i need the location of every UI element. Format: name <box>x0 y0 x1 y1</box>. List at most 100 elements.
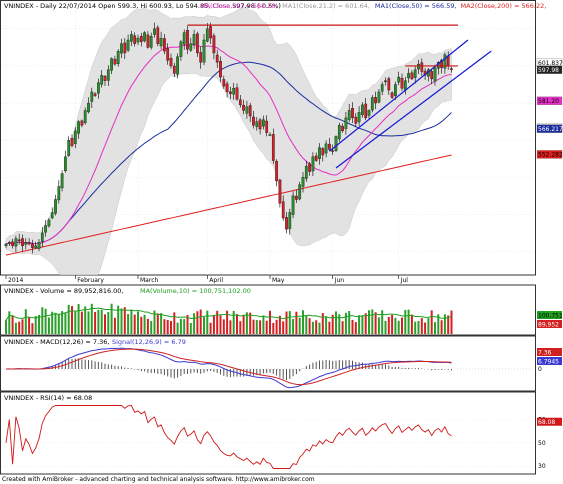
volume-bar <box>77 304 80 334</box>
volume-bar <box>302 310 304 334</box>
candle-body <box>347 110 351 120</box>
volume-bar <box>443 314 446 334</box>
candle-body <box>374 97 377 104</box>
candle-body <box>103 75 107 81</box>
price-tag-label: 581.20 <box>538 98 559 105</box>
volume-bar <box>305 315 308 334</box>
candle-body <box>57 186 61 201</box>
candle-body <box>258 119 262 130</box>
volume-bar <box>407 309 410 334</box>
volume-bar <box>51 311 54 334</box>
candle-body <box>321 148 325 156</box>
candle-body <box>318 147 321 159</box>
candle-body <box>219 60 222 78</box>
volume-tag-label: 100,751 <box>538 312 563 319</box>
candle-body <box>90 91 94 102</box>
macd-zero-label: 0 <box>538 366 542 373</box>
candle-body <box>341 125 344 132</box>
volume-bar <box>265 320 268 334</box>
ticker-header: VNINDEX - Daily 22/07/2014 Open 599.3, H… <box>4 2 281 10</box>
price-tag-box <box>536 65 563 74</box>
candle-body <box>400 77 404 89</box>
candle-body <box>27 242 31 245</box>
macd-panel-frame <box>0 335 536 392</box>
x-tick-label: 2014 <box>8 277 23 284</box>
candle-body <box>11 241 14 247</box>
volume-bar <box>394 317 397 334</box>
candle-body <box>222 79 226 87</box>
volume-bar <box>358 315 361 334</box>
candle-body <box>130 34 133 42</box>
volume-bar <box>110 303 113 334</box>
candle-body <box>133 35 137 44</box>
channel-upper-line <box>329 39 469 152</box>
volume-bar <box>209 322 212 334</box>
volume-bar <box>315 320 318 334</box>
volume-bar <box>391 314 394 334</box>
candle-body <box>410 72 414 80</box>
candle-body <box>87 102 90 113</box>
candle-body <box>248 105 252 117</box>
ma-50-line <box>5 61 452 245</box>
volume-bar <box>341 321 344 334</box>
ma-legend-item: MA2(Close,200) = 566.22, <box>461 2 547 10</box>
volume-bar <box>143 314 146 334</box>
candle-body <box>252 116 255 126</box>
price-tag-box <box>536 150 563 159</box>
volume-bar <box>401 317 403 334</box>
volume-bar <box>94 311 97 334</box>
price-tag-label: 552.282 <box>538 152 563 159</box>
candle-body <box>308 163 311 172</box>
volume-bar <box>186 314 189 334</box>
volume-tag-box <box>537 320 562 328</box>
candle-body <box>215 54 219 63</box>
ma-legend: MA(Close,20) = 581.20, MA1(Close,21.2) = … <box>200 2 546 10</box>
candle-body <box>377 91 381 103</box>
volume-bar <box>193 313 196 334</box>
volume-bar <box>160 313 163 334</box>
candle-body <box>344 117 348 129</box>
volume-bar <box>113 317 116 334</box>
volume-bar <box>285 311 288 334</box>
volume-bar <box>104 314 106 334</box>
volume-bar <box>67 304 70 334</box>
volume-bar <box>344 312 347 334</box>
volume-ma-header: MA(Volume,10) = 100,751,102.00 <box>140 287 251 295</box>
volume-bar <box>262 315 265 334</box>
price-tag-label: 597.98 <box>538 67 559 74</box>
x-axis: 2014 February March April May Jun Jul <box>5 275 409 284</box>
macd-tag-box <box>537 348 562 356</box>
candle-body <box>255 121 259 127</box>
volume-bar <box>351 319 354 334</box>
rsi-tag-box <box>537 417 562 426</box>
volume-bar <box>14 322 17 334</box>
candle-body <box>80 120 84 126</box>
candle-body <box>430 71 434 80</box>
candle-body <box>106 69 110 81</box>
volume-bar <box>259 320 262 334</box>
candle-body <box>232 88 236 95</box>
candle-body <box>70 137 74 146</box>
candle-body <box>238 99 242 106</box>
candle-body <box>268 134 272 136</box>
volume-bar <box>255 320 258 334</box>
candle-body <box>337 125 341 140</box>
x-tick-label: Jun <box>334 277 345 284</box>
volume-bar <box>269 310 271 334</box>
candle-body <box>166 48 170 61</box>
candle-body <box>278 179 282 204</box>
volume-bar <box>318 322 321 334</box>
volume-bar <box>31 323 34 334</box>
volume-bar <box>404 309 407 334</box>
volume-bar <box>331 314 334 334</box>
price-plot <box>4 6 453 275</box>
volume-bar <box>80 311 83 334</box>
volume-bar <box>275 319 278 334</box>
ma-legend-item: MA(Close,20) = 581.20, <box>200 2 278 10</box>
candle-body <box>34 245 38 248</box>
candle-body <box>153 28 156 35</box>
volume-tag-box <box>537 311 562 319</box>
x-tick-label: Jul <box>400 277 409 284</box>
volume-bar <box>335 311 337 334</box>
candle-body <box>311 156 315 172</box>
